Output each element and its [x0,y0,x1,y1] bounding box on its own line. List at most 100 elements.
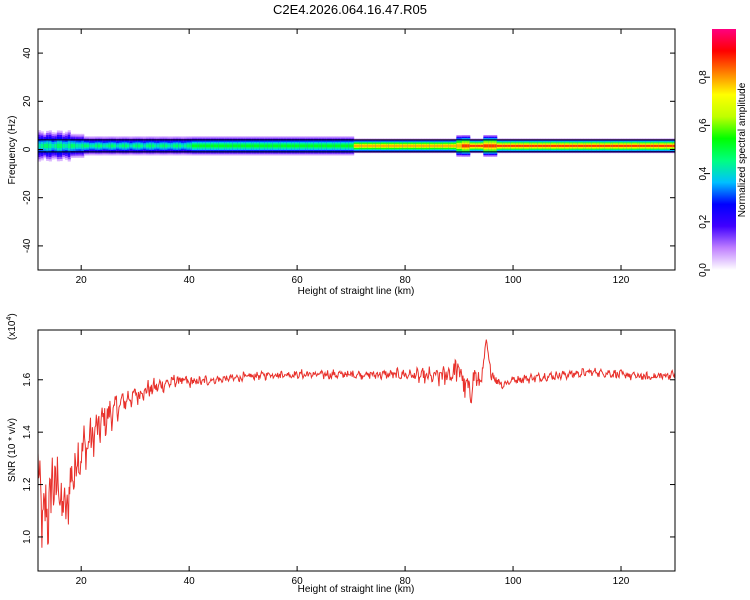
spectrogram-cell [459,144,463,148]
spectrogram-cell [626,144,630,147]
spectrogram-cell [469,144,473,147]
spectrogram-cell [399,144,403,147]
spectrogram-cell [202,144,206,148]
spectrogram-cell [75,144,79,148]
spectrogram-cell [564,144,568,147]
spectrogram-cell [245,144,249,148]
spectrogram-cell [94,144,98,148]
spectrogram-cell [46,143,50,149]
spectrogram-cell [418,144,422,147]
spectrogram-cell [569,144,573,147]
spectrogram-cell [661,144,665,147]
spectrogram-cell [324,144,328,148]
spectrogram-cell [67,143,71,149]
spectrogram-cell [575,144,579,147]
spectrogram-band [38,130,675,162]
spectrogram-cell [394,144,398,147]
spectrogram-cell [378,144,382,147]
spectrogram-cell [337,144,341,148]
snr-panel: 20 40 60 80 100 120 1.0 1.2 1.4 1.6 Height of st… [6,313,676,595]
spectrogram-cell [280,144,285,148]
spectrogram-cell [164,144,168,148]
spectrogram-cell [262,144,266,148]
spectrogram-cell [127,144,131,148]
spectrogram-cell [256,144,260,148]
snr-x-tick-label: 40 [184,576,196,587]
spectrogram-cell [499,144,503,147]
colorbar-axis: 0.0 0.2 0.4 0.6 0.8 [698,70,710,277]
spectrogram-cell [604,144,608,147]
spectrogram-cell [275,144,279,148]
spectrogram-cell [172,144,177,148]
spectrogram-cell [467,144,471,148]
spectrogram-cell [634,144,638,147]
spectrogram-cell [291,144,295,148]
spectrogram-cell [653,144,657,147]
spectrogram-cell [486,144,490,148]
spectrogram-cell [396,144,401,147]
spectrogram-cell [645,144,649,147]
spectrogram-cell [105,144,109,148]
snr-x-axis: 20 40 60 80 100 120 [76,330,630,587]
spectrogram-cell [631,144,635,147]
spectrogram-cell [577,144,581,147]
spectrogram-cell [199,144,204,148]
spectrogram-cell [434,144,438,147]
spectrogram-cell [391,144,395,147]
spectrogram-cell [156,144,160,148]
spectrogram-cell [475,144,479,147]
spectrogram-cell [585,144,590,147]
spectrogram-cell [488,144,492,148]
spectrogram-cell [556,144,560,147]
spectrogram-cell [550,144,554,147]
spectrogram-cell [191,144,195,148]
snr-x-tick-label: 80 [400,576,412,587]
spectrogram-cell [423,144,428,147]
spectrogram-cell [386,144,390,147]
spectrogram-cell [437,144,441,147]
spectrogram-cell [64,143,69,148]
spectrogram-cell [302,144,306,148]
colorbar-gradient [712,29,736,270]
snr-y-tick-label: 1.2 [22,477,33,491]
snr-y-axis: 1.0 1.2 1.4 1.6 [22,372,675,544]
spectrogram-cell [86,144,90,148]
spectrogram-cell [413,144,417,147]
spectrogram-y-label: Frequency (Hz) [7,116,18,185]
spectrogram-cell [229,144,233,148]
spectrogram-cell [313,144,317,148]
spectrogram-cell [224,144,228,148]
spectrogram-cell [410,144,414,147]
spectrogram-cell [553,144,557,147]
spectrogram-cell [264,144,268,148]
spectrogram-cell [537,144,541,147]
colorbar-tick-label: 0.2 [698,214,709,228]
spectrogram-cell [89,144,93,148]
spectrogram-cell [669,144,673,147]
spectrogram-cell [143,144,147,148]
spectrogram-cell [240,144,244,148]
spectrogram-cell [232,144,236,148]
spectrogram-cell [639,144,644,147]
spectrogram-cell [283,144,287,148]
spectrogram-cell [607,144,611,147]
spectrogram-cell [518,144,522,147]
spectrogram-cell [148,144,152,148]
spectrogram-cell [421,144,425,147]
spectrogram-cell [235,144,239,148]
spectrogram-cell [210,144,214,148]
spectrogram-cell [159,144,163,148]
spectrogram-cell [507,144,511,147]
spectrogram-cell [51,143,55,148]
spectrogram-cell [531,144,536,147]
snr-series-line [38,339,675,548]
spectrogram-cell [132,144,136,148]
spectrogram-cell [650,144,654,147]
spectrogram-cell [108,144,112,148]
spectrogram-cell [102,144,106,148]
spectrogram-cell [448,144,452,147]
spectrogram-cell [124,144,128,148]
spectrogram-cell [572,144,576,147]
spectrogram-cell [100,144,104,148]
spectrogram-x-tick-label: 20 [76,275,88,286]
